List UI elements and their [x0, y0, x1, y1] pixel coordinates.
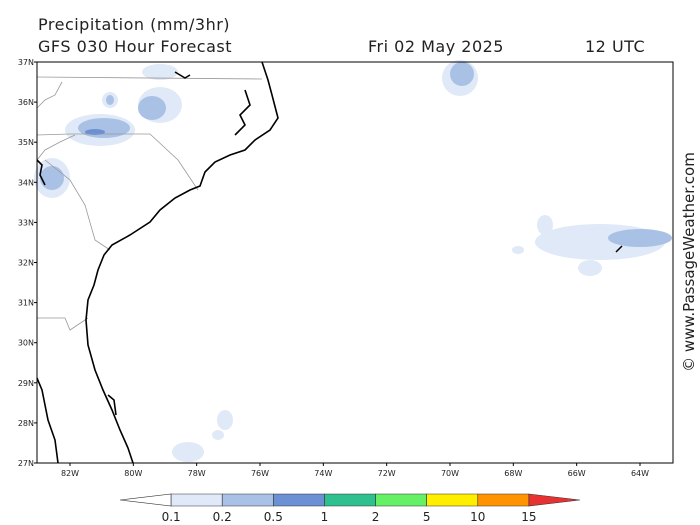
lat-label: 31N	[18, 299, 34, 308]
lon-label: 70W	[441, 469, 459, 478]
lat-label: 27N	[18, 459, 34, 468]
island	[615, 245, 623, 253]
model: GFS 030 Hour Forecast	[38, 37, 232, 56]
time: 12 UTC	[585, 37, 645, 56]
colorbar-label: 5	[423, 510, 431, 524]
lat-label: 32N	[18, 259, 34, 268]
lat-label: 28N	[18, 419, 34, 428]
colorbar-label: 15	[521, 510, 536, 524]
lon-label: 66W	[568, 469, 586, 478]
colorbar-label: 10	[470, 510, 485, 524]
borders	[36, 76, 263, 331]
lon-label: 68W	[504, 469, 522, 478]
colorbar: 0.1 0.2 0.5 1 2 5 10 15	[119, 493, 581, 524]
colorbar-label: 0.1	[162, 510, 181, 524]
lat-label: 35N	[18, 138, 34, 147]
lat-label: 36N	[18, 98, 34, 107]
colorbar-segment	[324, 493, 376, 507]
colorbar-segment	[528, 493, 581, 507]
map	[34, 60, 674, 464]
lon-label: 80W	[124, 469, 142, 478]
colorbar-label: 0.5	[264, 510, 283, 524]
title: Precipitation (mm/3hr)	[38, 15, 230, 34]
colorbar-label: 2	[372, 510, 380, 524]
colorbar-segment	[273, 493, 325, 507]
lon-label: 64W	[631, 469, 649, 478]
lat-label: 30N	[18, 339, 34, 348]
lat-label: 29N	[18, 379, 34, 388]
lon-label: 74W	[314, 469, 332, 478]
colorbar-segment	[477, 493, 530, 507]
colorbar-segment	[426, 493, 479, 507]
date: Fri 02 May 2025	[368, 37, 504, 56]
colorbar-label: 1	[321, 510, 329, 524]
lon-label: 76W	[251, 469, 269, 478]
watermark: © www.PassageWeather.com	[680, 152, 698, 372]
colorbar-segment	[375, 493, 427, 507]
lon-label: 72W	[378, 469, 396, 478]
lat-label: 33N	[18, 218, 34, 227]
map-bg	[37, 62, 673, 463]
coastline	[36, 61, 279, 464]
precip-heavy	[85, 129, 105, 135]
lat-label: 34N	[18, 178, 34, 187]
lat-label: 37N	[18, 58, 34, 67]
colorbar-segment	[221, 493, 274, 507]
colorbar-segment	[119, 493, 172, 507]
colorbar-segment	[170, 493, 223, 507]
lon-label: 78W	[188, 469, 206, 478]
lon-label: 82W	[61, 469, 79, 478]
colorbar-label: 0.2	[213, 510, 232, 524]
